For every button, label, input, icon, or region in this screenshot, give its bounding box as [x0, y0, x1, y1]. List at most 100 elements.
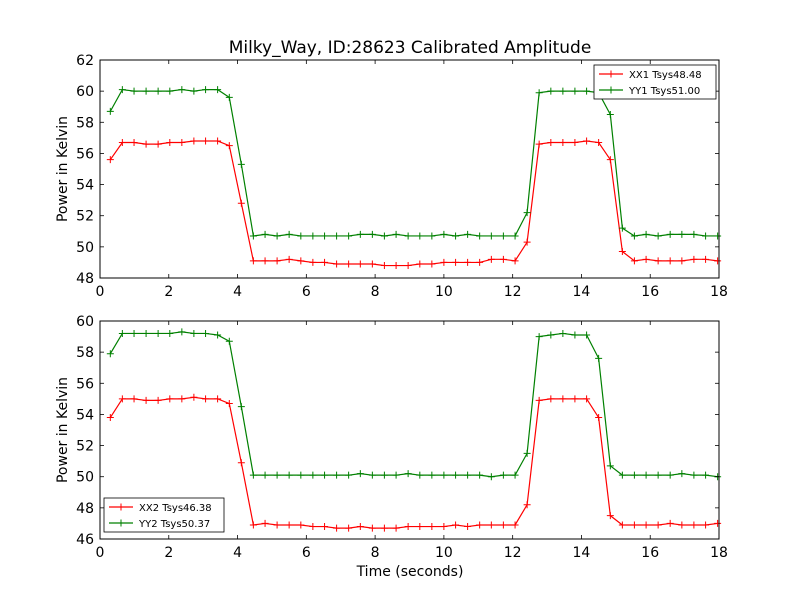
data-point — [559, 139, 567, 147]
data-point — [606, 462, 614, 470]
y-tick-label: 46 — [76, 532, 94, 548]
data-point — [225, 337, 233, 345]
x-tick-label: 16 — [641, 545, 659, 561]
data-point — [392, 471, 400, 479]
data-point — [368, 230, 376, 238]
data-point — [404, 232, 412, 240]
data-point — [702, 521, 710, 529]
data-point — [535, 140, 543, 148]
data-point — [630, 232, 638, 240]
series-line — [109, 140, 718, 267]
data-point — [297, 471, 305, 479]
data-point — [202, 395, 210, 403]
legend-label: YY1 Tsys51.00 — [628, 86, 700, 97]
x-tick-label: 4 — [233, 284, 242, 300]
data-point — [321, 232, 329, 240]
data-point — [654, 257, 662, 265]
data-point — [130, 139, 138, 147]
series-1 — [106, 393, 722, 532]
legend-entry: XX2 Tsys46.38 — [109, 503, 212, 514]
data-point — [202, 86, 210, 94]
data-point — [356, 230, 364, 238]
data-point — [285, 471, 293, 479]
data-point — [416, 523, 424, 531]
data-point — [547, 87, 555, 95]
data-point — [321, 471, 329, 479]
y-tick-label: 54 — [76, 178, 94, 194]
data-point — [440, 230, 448, 238]
x-tick-label: 0 — [96, 545, 105, 561]
data-point — [178, 395, 186, 403]
data-point — [690, 230, 698, 238]
data-point — [118, 329, 126, 337]
data-point — [630, 471, 638, 479]
x-tick-label: 14 — [573, 284, 591, 300]
data-point — [571, 395, 579, 403]
legend-box — [593, 64, 717, 100]
legend-marker — [117, 519, 125, 527]
data-point — [618, 224, 626, 232]
data-point — [202, 137, 210, 145]
data-point — [178, 328, 186, 336]
data-point — [178, 86, 186, 94]
data-point — [130, 87, 138, 95]
data-point — [666, 257, 674, 265]
y-tick-label: 56 — [76, 146, 94, 162]
series-2 — [106, 328, 722, 481]
data-point — [523, 209, 531, 217]
y-tick-label: 60 — [76, 84, 94, 100]
data-point — [154, 329, 162, 337]
data-point — [321, 258, 329, 266]
data-point — [130, 395, 138, 403]
data-point — [464, 523, 472, 531]
data-point — [511, 232, 519, 240]
data-point — [392, 524, 400, 532]
data-point — [118, 395, 126, 403]
legend: XX1 Tsys48.48 YY1 Tsys51.00 — [593, 64, 717, 100]
plot-frame — [99, 59, 720, 279]
data-point — [428, 232, 436, 240]
data-point — [595, 354, 603, 362]
data-point — [285, 255, 293, 263]
y-tick-label: 58 — [76, 115, 94, 131]
data-point — [571, 139, 579, 147]
y-tick-label: 58 — [76, 345, 94, 361]
data-point — [714, 257, 722, 265]
data-point — [583, 395, 591, 403]
data-point — [214, 395, 222, 403]
data-point — [511, 521, 519, 529]
data-point — [237, 199, 245, 207]
data-point — [345, 232, 353, 240]
data-point — [261, 519, 269, 527]
x-tick-label: 0 — [96, 284, 105, 300]
y-tick-label: 50 — [76, 240, 94, 256]
data-point — [166, 87, 174, 95]
data-point — [595, 414, 603, 422]
x-tick-label: 6 — [302, 545, 311, 561]
data-point — [571, 87, 579, 95]
data-point — [261, 471, 269, 479]
data-point — [606, 111, 614, 118]
data-point — [618, 248, 626, 256]
data-point — [523, 238, 531, 246]
data-point — [428, 471, 436, 479]
data-point — [380, 471, 388, 479]
x-tick-label: 18 — [710, 284, 728, 300]
data-point — [297, 521, 305, 529]
data-point — [261, 257, 269, 265]
data-point — [321, 523, 329, 531]
data-point — [487, 521, 495, 529]
data-point — [714, 232, 722, 240]
data-point — [559, 395, 567, 403]
data-point — [440, 523, 448, 531]
data-point — [523, 501, 531, 509]
data-point — [285, 521, 293, 529]
data-point — [464, 230, 472, 238]
data-point — [106, 350, 114, 358]
data-point — [535, 333, 543, 341]
data-point — [178, 139, 186, 147]
data-point — [642, 255, 650, 263]
data-point — [464, 258, 472, 266]
data-point — [404, 523, 412, 531]
